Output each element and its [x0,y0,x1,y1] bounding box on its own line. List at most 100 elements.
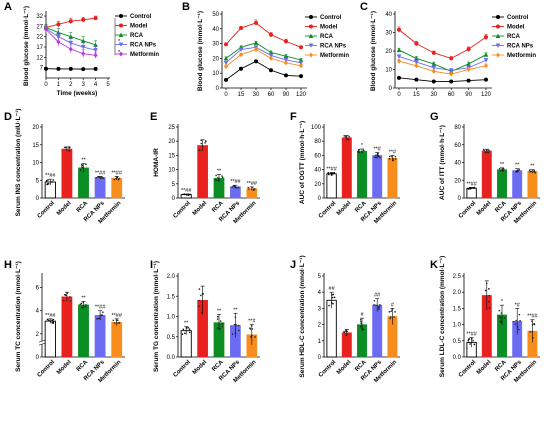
panel-c-marker [431,68,436,74]
panel-b-marker [283,57,289,63]
panel-j-data-point [393,316,395,318]
panel-f-ytick-label: 0 [318,196,322,202]
panel-g-data-point [486,151,488,154]
panel-i-category-label: RCA [211,359,225,373]
panel-b-marker [254,47,258,53]
panel-h-bar [111,322,123,358]
panel-j-data-point [373,299,376,302]
panel-h-data-point [79,303,82,306]
panel-c-legend-marker [495,33,501,38]
panel-i-data-point [234,332,237,334]
panel-j-data-point [360,325,362,328]
panel-b-marker [268,50,274,55]
panel-h-data-point [46,318,49,321]
panel-b-xtick-label: 0 [224,92,228,98]
panel-b-legend-marker [309,15,313,19]
panel-b-legend-label: Metformin [320,53,349,59]
panel-c-xtick-label: 60 [448,92,455,98]
panel-d-category-label: RCA [76,200,90,214]
panel-g-data-point [500,170,502,172]
panel-k-data-point [473,343,476,346]
panel-h-data-point [116,322,118,324]
panel-k-data-point [515,319,517,322]
panel-b-marker [268,53,274,58]
panel-b-marker [224,64,228,70]
panel-f-data-point [377,154,379,156]
panel-b-marker [223,56,229,61]
panel-b-xtick-label: 60 [268,92,275,98]
panel-f-data-point [391,155,393,158]
panel-j-data-point [331,296,334,299]
panel-a-legend-label: RCA [130,33,144,39]
panel-i-data-point [234,316,237,318]
panel-e: 0 5 10 15 20 25 HOMA-IR **## Control Model ** RCA **… [153,124,260,225]
panel-c-marker [466,47,471,52]
panel-f-bar [341,137,352,199]
panel-d-data-point [101,176,103,178]
panel-j-ytick-label: 5 [318,274,322,280]
panel-k-data-point [488,300,490,303]
panel-d-ytick-label: 15 [32,143,39,149]
panel-f-data-point [327,172,330,174]
panel-g-data-point [485,149,488,151]
panel-c-marker [431,50,436,55]
panel-j-data-point [390,310,392,313]
panel-i-annotation: **# [248,319,256,325]
panel-e-annotation: **## [247,181,258,187]
panel-g-annotation: ** [515,163,520,169]
panel-h-data-point [51,321,54,324]
panel-f-data-point [343,134,345,137]
panel-g-annotation: **## [466,181,477,187]
panel-a-marker [44,26,48,32]
panel-h-data-point [102,311,104,314]
panel-b-xtick-label: 90 [283,92,290,98]
panel-h-data-point [51,319,54,322]
panel-e-data-point [234,186,237,189]
panel-k-data-point [467,338,470,340]
panel-a-marker [93,48,98,53]
panel-c-series-line [398,56,487,71]
panel-e-data-point [198,149,200,151]
panel-d-data-point [79,169,82,171]
panel-i-data-point [237,324,240,327]
panel-g-ytick-label: 60 [454,143,461,149]
panel-i-data-point [221,323,223,325]
panel-j-data-point [375,304,377,307]
panel-k-data-point [498,309,501,312]
panel-h-data-point [52,321,55,323]
panel-b-legend-marker [309,24,313,29]
panel-j-data-point [331,294,333,296]
panel-a-marker [56,39,61,45]
panel-j: 0 1 2 3 4 5 Serum HDL-C concentration (mmol·L⁻… [299,255,400,384]
panel-e-category-label: Model [192,200,209,217]
panel-i-data-point [254,336,256,338]
panel-f-ytick-label: 80 [314,139,321,145]
panel-i: 0.0 0.5 1.0 1.5 2.0 Serum TG concentration (m… [153,261,260,384]
panel-e-category-label: Control [173,200,193,220]
panel-j-category-label: Control [318,359,338,379]
panel-k-letter: K [430,259,438,271]
panel-i-data-point [198,305,200,308]
panel-c-xtick-label: 30 [430,92,437,98]
panel-c-ytick-label: 20 [385,49,392,55]
panel-i-data-point [221,325,223,328]
panel-a-legend-marker [118,42,124,47]
panel-c-marker [396,47,402,53]
panel-j-data-point [345,330,347,333]
panel-f-data-point [344,136,347,138]
panel-f-data-point [375,154,377,157]
panel-j-data-point [345,334,347,337]
panel-g-ytick-label: 0 [458,196,462,202]
panel-k-data-point [529,330,531,333]
panel-h-bar [44,320,56,358]
panel-b-legend-marker [308,33,314,38]
panel-f-data-point [394,155,397,158]
panel-i-data-point [185,327,188,329]
panel-c-marker [431,65,437,71]
panel-f-data-point [392,158,395,160]
panel-f-annotation: **# [389,149,397,155]
panel-g-bar [512,170,523,199]
panel-i-data-point [251,328,254,330]
panel-b-marker [224,42,228,47]
panel-d-data-point [46,183,48,186]
